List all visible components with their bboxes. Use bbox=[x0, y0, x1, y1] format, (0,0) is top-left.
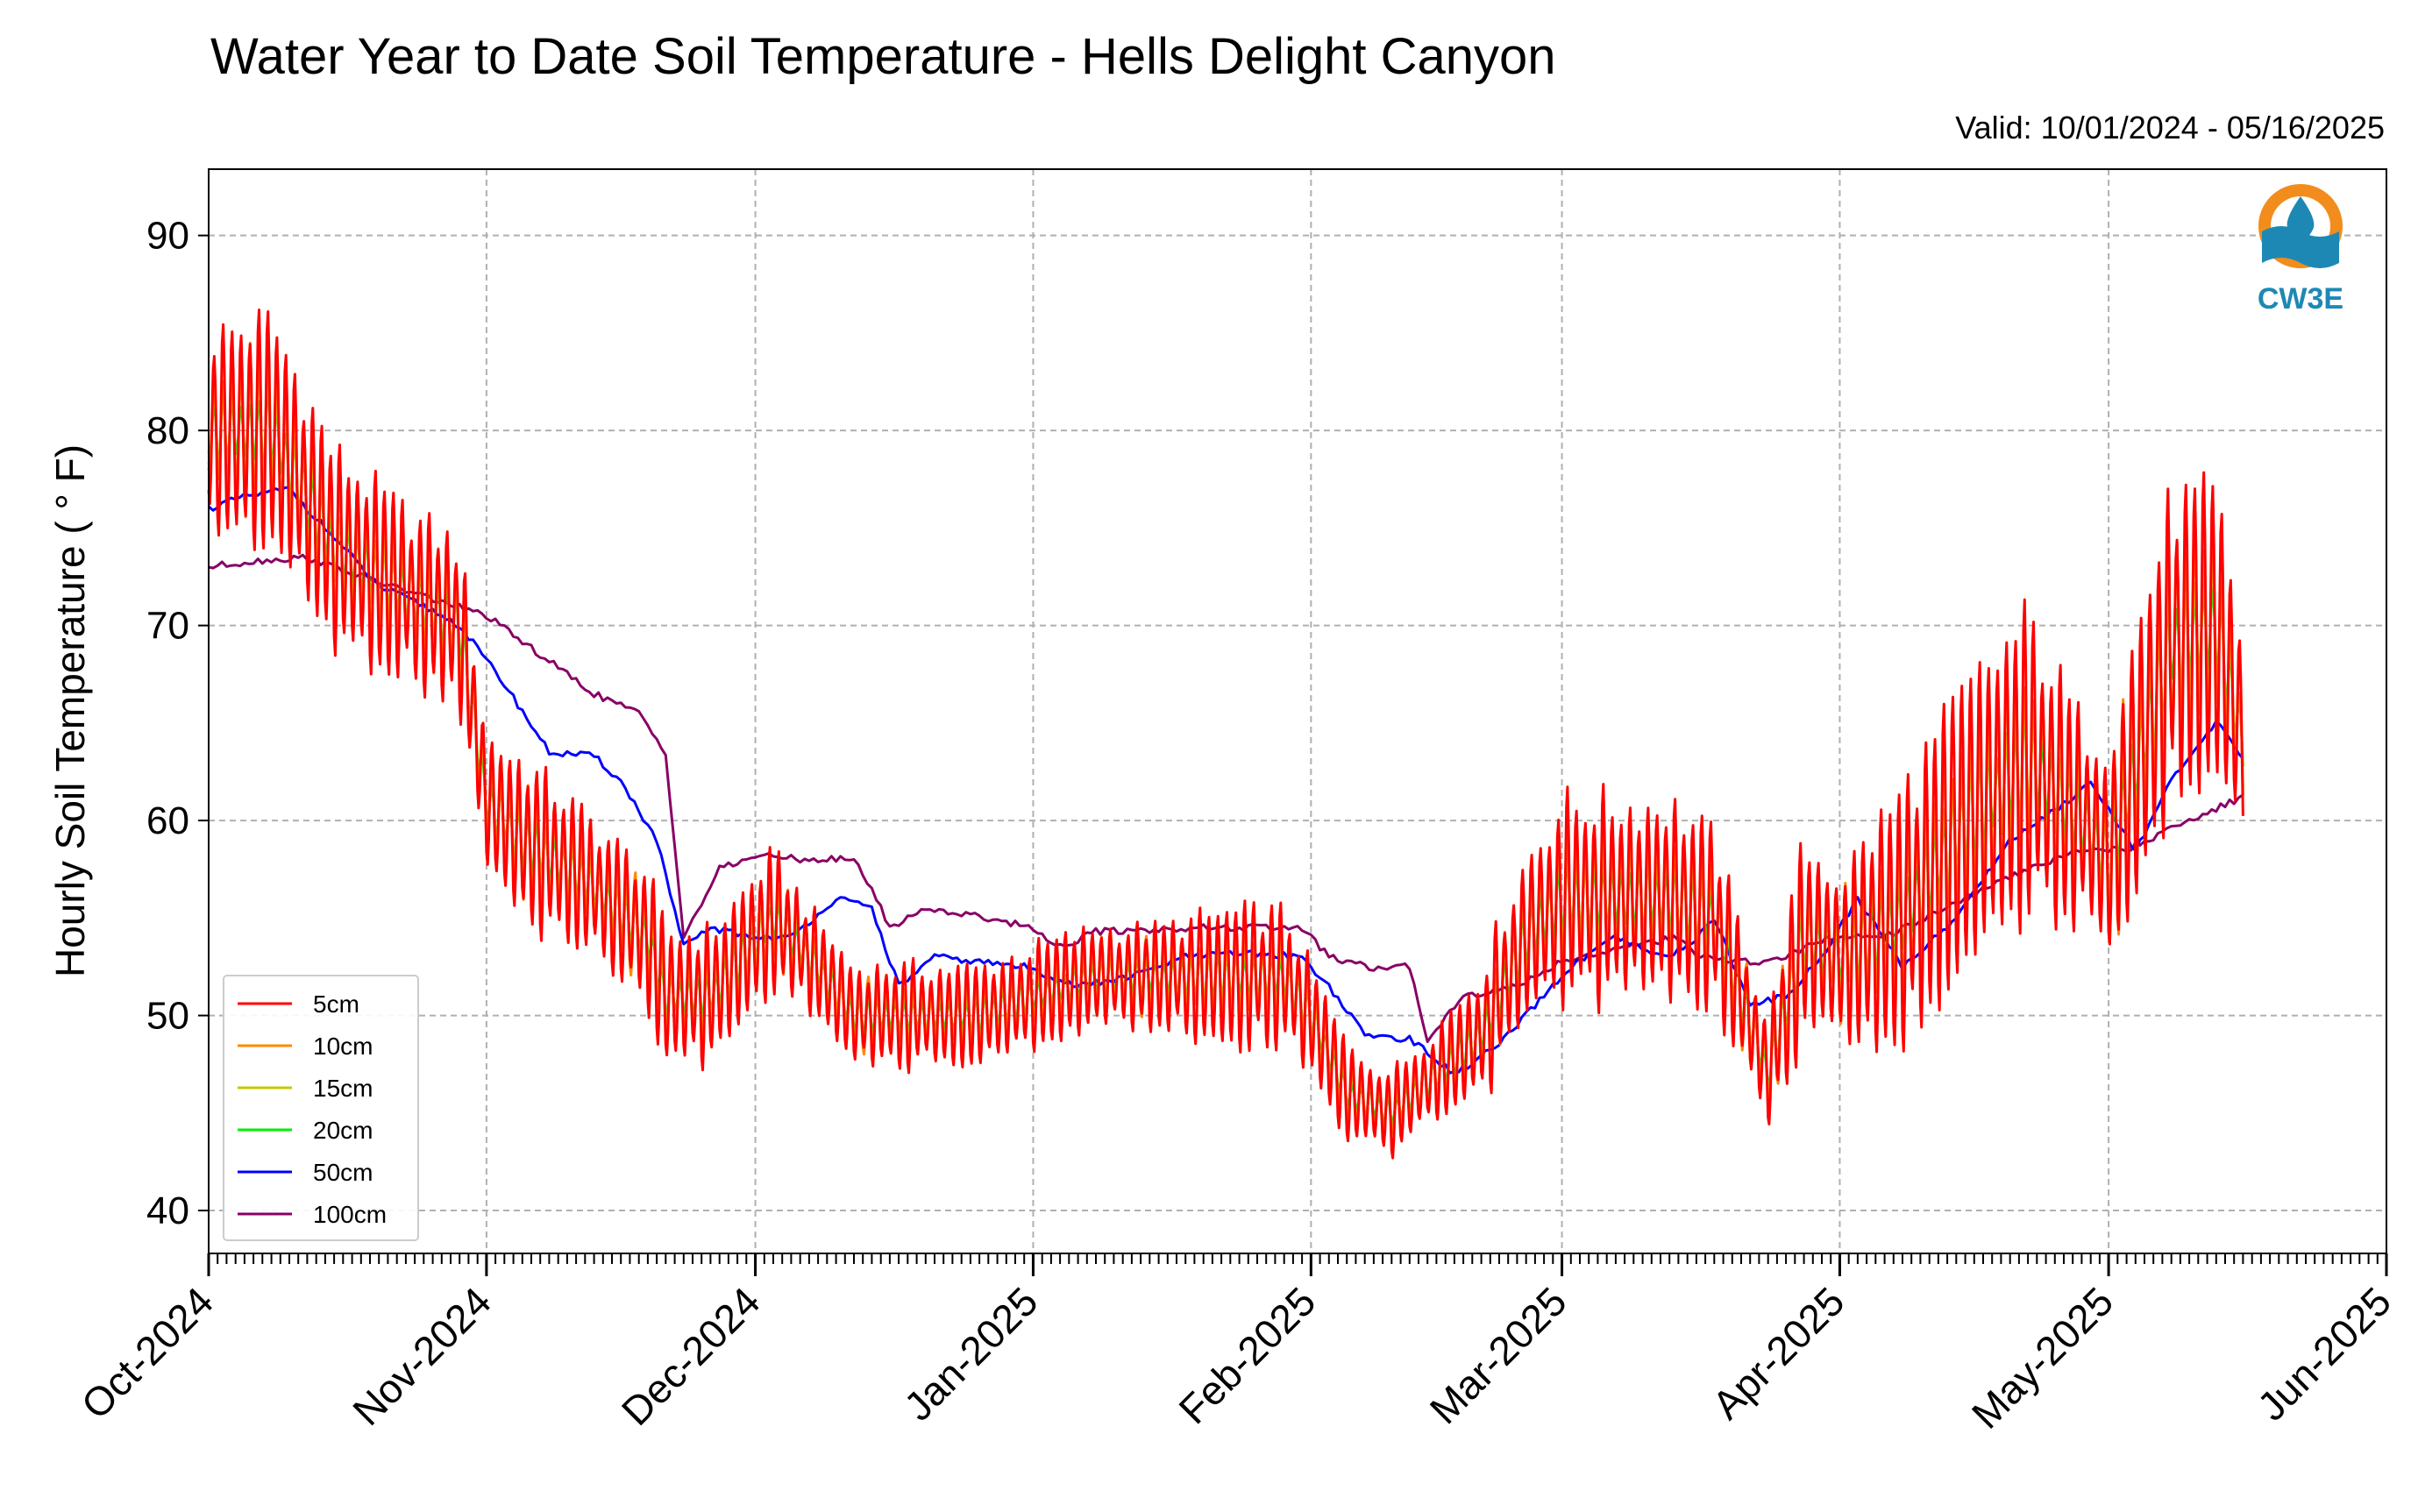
x-minor-ticks bbox=[208, 1253, 2387, 1264]
plot-area bbox=[207, 309, 2244, 1160]
y-axis-label: Hourly Soil Temperature ( ° F) bbox=[47, 444, 93, 977]
series-line-20cm bbox=[207, 386, 2244, 1125]
x-minor-tick-marks bbox=[208, 1253, 2387, 1264]
x-tick-label: Mar-2025 bbox=[1421, 1278, 1575, 1432]
x-tick-label: May-2025 bbox=[1963, 1278, 2122, 1437]
y-tick-label: 70 bbox=[146, 605, 189, 648]
y-tick-label: 50 bbox=[146, 995, 189, 1038]
series-line-5cm bbox=[207, 309, 2244, 1160]
x-tick-label: Dec-2024 bbox=[613, 1278, 769, 1434]
y-tick-label: 60 bbox=[146, 799, 189, 842]
legend-label: 20cm bbox=[313, 1117, 373, 1144]
legend-box bbox=[223, 975, 419, 1241]
x-axis: Oct-2024 Nov-2024 Dec-2024 Jan-2025 Feb-2025… bbox=[73, 1253, 2400, 1437]
x-tick-label: Jan-2025 bbox=[895, 1278, 1046, 1429]
y-axis: 40 50 60 70 80 90 bbox=[146, 215, 209, 1232]
legend-label: 50cm bbox=[313, 1159, 373, 1186]
y-tick-label: 80 bbox=[146, 409, 189, 452]
x-tick-label: Feb-2025 bbox=[1170, 1278, 1324, 1432]
legend-label: 100cm bbox=[313, 1201, 387, 1228]
cw3e-logo: CW3E bbox=[2258, 184, 2343, 316]
logo-drop-icon bbox=[2286, 196, 2315, 240]
chart-subtitle: Valid: 10/01/2024 - 05/16/2025 bbox=[1955, 110, 2385, 146]
y-tick-label: 40 bbox=[146, 1189, 189, 1232]
legend: 5cm 10cm 15cm 20cm 50cm 100cm bbox=[223, 975, 419, 1241]
chart-title: Water Year to Date Soil Temperature - He… bbox=[210, 28, 1556, 85]
logo-wave bbox=[2262, 226, 2339, 268]
x-tick-label: Nov-2024 bbox=[344, 1278, 500, 1434]
legend-label: 10cm bbox=[313, 1033, 373, 1060]
x-tick-label: Oct-2024 bbox=[73, 1278, 223, 1428]
series-line-15cm bbox=[207, 366, 2244, 1135]
plot-frame bbox=[208, 168, 2387, 1254]
logo-text: CW3E bbox=[2258, 282, 2343, 316]
x-tick-label: Apr-2025 bbox=[1703, 1278, 1853, 1428]
legend-label: 5cm bbox=[313, 990, 359, 1018]
legend-label: 15cm bbox=[313, 1075, 373, 1102]
x-tick-label: Jun-2025 bbox=[2249, 1278, 2400, 1429]
series-line-10cm bbox=[207, 341, 2244, 1134]
y-tick-label: 90 bbox=[146, 215, 189, 258]
